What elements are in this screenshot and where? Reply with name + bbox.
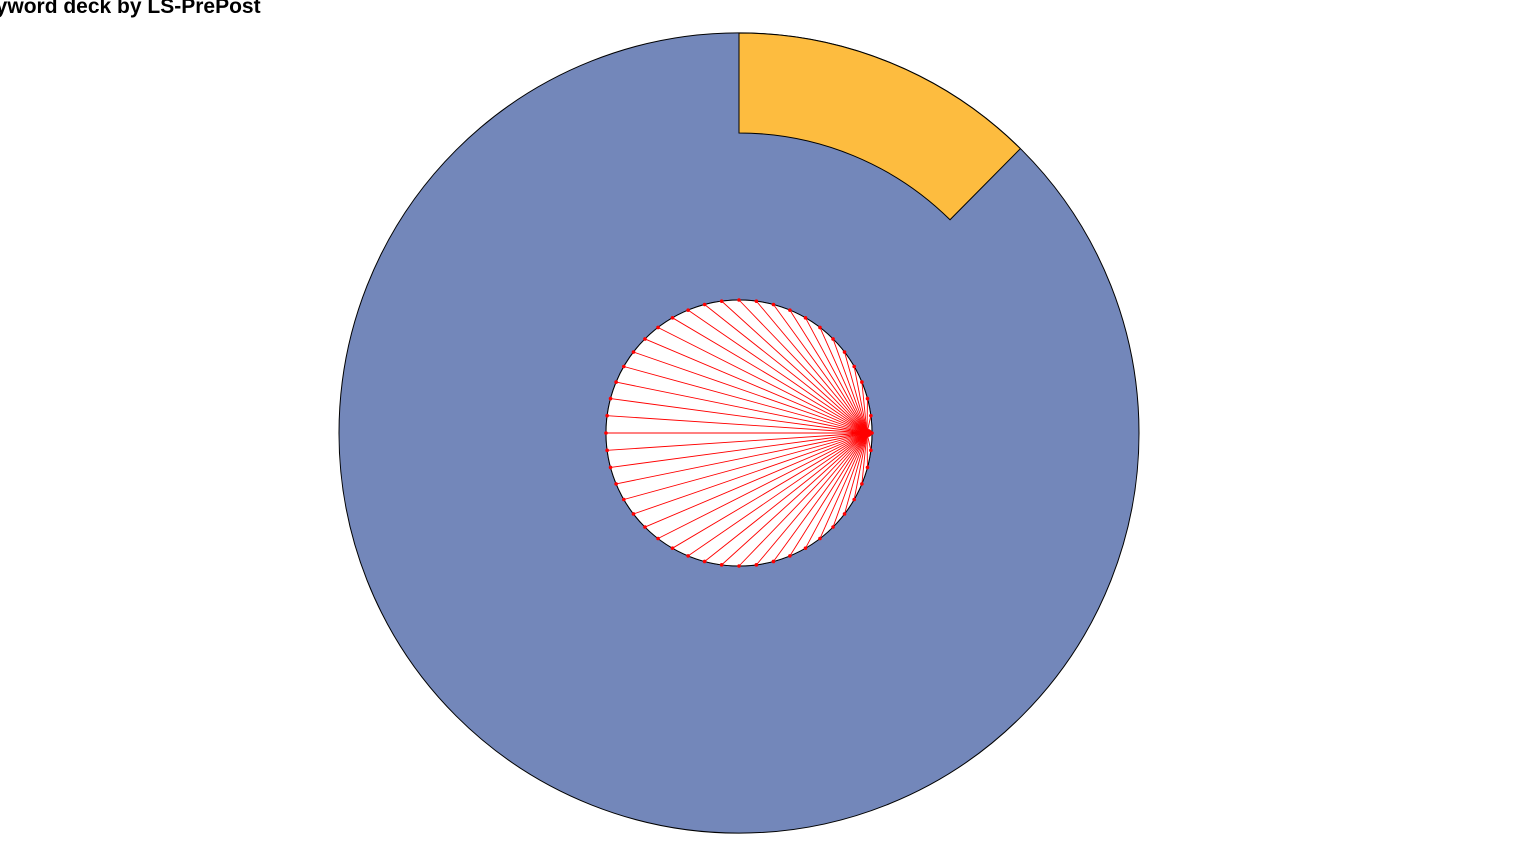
spring-node[interactable] bbox=[852, 498, 856, 502]
spring-node[interactable] bbox=[686, 554, 690, 558]
spring-node[interactable] bbox=[772, 560, 776, 564]
spring-node[interactable] bbox=[755, 299, 759, 303]
spring-node[interactable] bbox=[866, 397, 870, 401]
spring-node[interactable] bbox=[869, 449, 873, 453]
spring-node[interactable] bbox=[720, 299, 724, 303]
spring-node[interactable] bbox=[737, 298, 741, 302]
spring-node[interactable] bbox=[604, 431, 608, 435]
spring-node[interactable] bbox=[772, 303, 776, 307]
spring-node[interactable] bbox=[703, 303, 707, 307]
spring-node[interactable] bbox=[605, 449, 609, 453]
spring-node[interactable] bbox=[643, 525, 647, 529]
spring-node[interactable] bbox=[614, 380, 618, 384]
spring-node[interactable] bbox=[609, 397, 613, 401]
spring-node[interactable] bbox=[622, 365, 626, 369]
spring-node[interactable] bbox=[860, 380, 864, 384]
spring-node[interactable] bbox=[737, 564, 741, 568]
spring-node[interactable] bbox=[788, 308, 792, 312]
spring-node[interactable] bbox=[866, 466, 870, 470]
spring-node[interactable] bbox=[703, 560, 707, 564]
spring-node[interactable] bbox=[720, 563, 724, 567]
spring-node[interactable] bbox=[788, 554, 792, 558]
spring-node[interactable] bbox=[818, 326, 822, 330]
spring-node[interactable] bbox=[755, 563, 759, 567]
spring-hub-node[interactable] bbox=[864, 429, 872, 437]
spring-node[interactable] bbox=[818, 537, 822, 541]
spring-node[interactable] bbox=[632, 512, 636, 516]
spring-node[interactable] bbox=[656, 537, 660, 541]
spring-node[interactable] bbox=[843, 512, 847, 516]
spring-node[interactable] bbox=[605, 414, 609, 418]
spring-node[interactable] bbox=[656, 326, 660, 330]
spring-node[interactable] bbox=[671, 316, 675, 320]
spring-node[interactable] bbox=[632, 350, 636, 354]
spring-node[interactable] bbox=[804, 546, 808, 550]
spring-node[interactable] bbox=[852, 365, 856, 369]
spring-node[interactable] bbox=[831, 525, 835, 529]
spring-node[interactable] bbox=[609, 466, 613, 470]
spring-node[interactable] bbox=[831, 337, 835, 341]
spring-node[interactable] bbox=[686, 308, 690, 312]
spring-node[interactable] bbox=[869, 414, 873, 418]
spring-node[interactable] bbox=[614, 482, 618, 486]
spring-node[interactable] bbox=[643, 337, 647, 341]
spring-node[interactable] bbox=[804, 316, 808, 320]
spring-node[interactable] bbox=[622, 498, 626, 502]
spring-node[interactable] bbox=[843, 350, 847, 354]
spring-node[interactable] bbox=[860, 482, 864, 486]
spring-node[interactable] bbox=[671, 546, 675, 550]
